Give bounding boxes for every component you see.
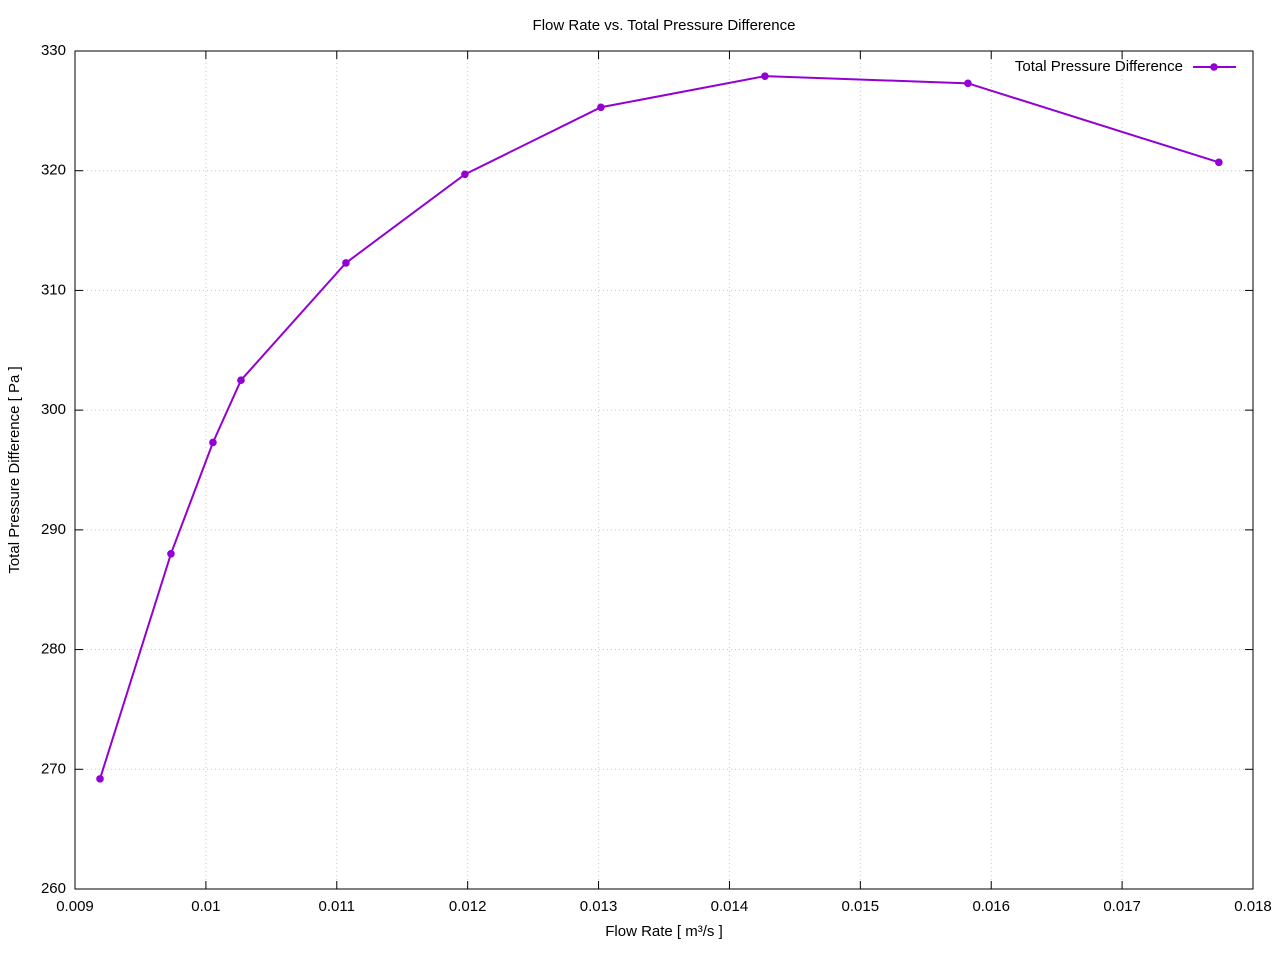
y-tick-label: 320: [41, 162, 66, 179]
data-point: [342, 259, 350, 267]
x-tick-label: 0.018: [1234, 898, 1272, 915]
y-tick-label: 300: [41, 401, 66, 418]
chart-title: Flow Rate vs. Total Pressure Difference: [533, 17, 796, 34]
y-axis-label: Total Pressure Difference [ Pa ]: [6, 366, 23, 573]
y-tick-label: 280: [41, 641, 66, 658]
data-point: [597, 103, 605, 112]
x-tick-label: 0.009: [56, 898, 94, 915]
x-tick-label: 0.011: [319, 898, 355, 915]
data-point: [167, 550, 175, 558]
y-tick-label: 310: [41, 281, 66, 298]
y-tick-label: 260: [41, 880, 66, 897]
x-tick-label: 0.016: [972, 898, 1010, 915]
data-point: [209, 438, 217, 447]
legend-label: Total Pressure Difference: [1015, 58, 1183, 75]
x-axis-label: Flow Rate [ m³/s ]: [605, 923, 723, 940]
legend-marker: [1210, 63, 1218, 71]
data-point: [964, 79, 972, 88]
data-point: [237, 376, 245, 385]
data-point: [761, 72, 769, 80]
x-tick-label: 0.017: [1103, 898, 1141, 915]
x-tick-label: 0.015: [842, 898, 880, 915]
data-line: [99, 75, 1220, 780]
data-point: [1215, 158, 1223, 167]
x-tick-label: 0.014: [711, 898, 749, 915]
x-tick-label: 0.013: [580, 898, 618, 915]
y-tick-label: 270: [41, 760, 66, 777]
data-point: [96, 775, 104, 783]
data-point: [461, 170, 469, 179]
y-tick-label: 330: [41, 42, 66, 59]
x-tick-label: 0.01: [191, 898, 220, 915]
y-tick-label: 290: [41, 521, 66, 538]
x-tick-label: 0.012: [449, 898, 487, 915]
plot-border: [74, 50, 1254, 890]
